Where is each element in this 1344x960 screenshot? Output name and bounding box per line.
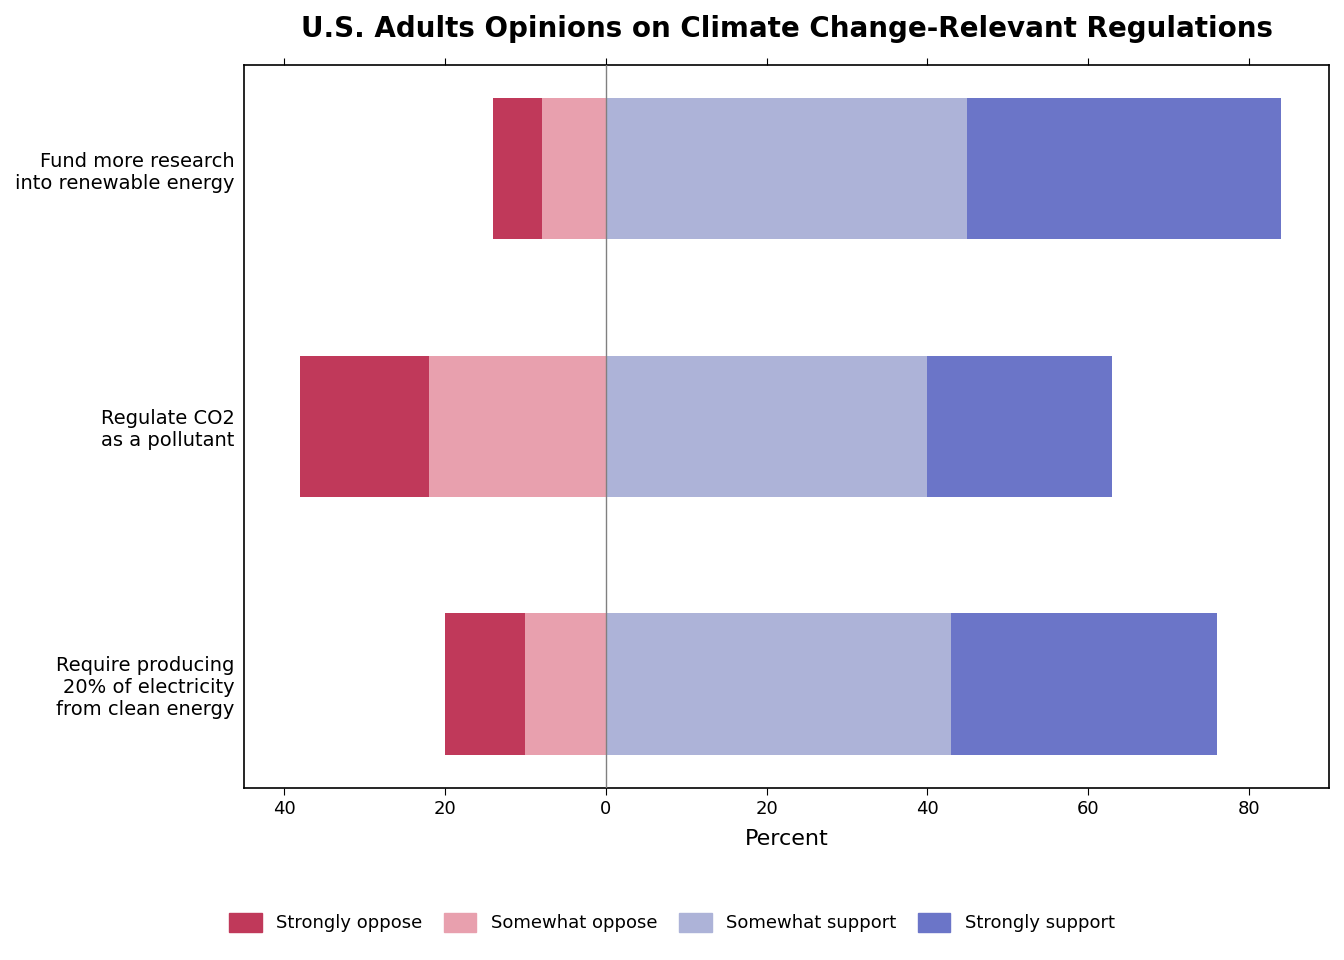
Bar bbox=[493, 98, 542, 239]
Bar bbox=[606, 613, 952, 756]
Bar bbox=[606, 355, 927, 497]
Bar bbox=[445, 613, 526, 756]
Title: U.S. Adults Opinions on Climate Change-Relevant Regulations: U.S. Adults Opinions on Climate Change-R… bbox=[301, 15, 1273, 43]
Legend: Strongly oppose, Somewhat oppose, Somewhat support, Strongly support: Strongly oppose, Somewhat oppose, Somewh… bbox=[220, 904, 1124, 942]
Bar bbox=[526, 613, 606, 756]
Bar bbox=[542, 98, 606, 239]
Bar bbox=[927, 355, 1111, 497]
X-axis label: Percent: Percent bbox=[745, 829, 828, 849]
Bar bbox=[429, 355, 606, 497]
Bar bbox=[952, 613, 1216, 756]
Bar bbox=[301, 355, 429, 497]
Bar bbox=[606, 98, 968, 239]
Bar bbox=[968, 98, 1281, 239]
